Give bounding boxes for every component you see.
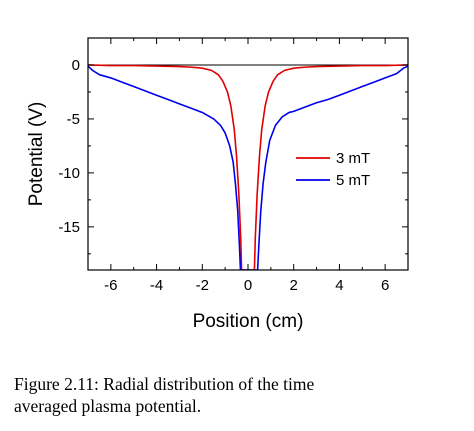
x-tick-label: 6 xyxy=(381,277,389,294)
series-line-0 xyxy=(88,64,408,270)
x-tick-label: -2 xyxy=(196,277,209,294)
x-tick-label: 0 xyxy=(244,277,252,294)
y-tick-label: 0 xyxy=(72,57,80,74)
series-line-1 xyxy=(88,65,408,270)
y-tick-label: -15 xyxy=(58,219,80,236)
x-tick-label: 4 xyxy=(335,277,343,294)
potential-chart: -6 -4 -2 0 2 4 6 0 -5 -10 -15 Position (cm) Poten… xyxy=(26,37,409,332)
x-axis-title: Position (cm) xyxy=(193,311,304,332)
legend: 3 mT 5 mT xyxy=(296,150,370,189)
figure-caption: Figure 2.11: Radial distribution of the … xyxy=(14,374,315,416)
x-tick-label: -6 xyxy=(104,277,117,294)
y-tick-label: -10 xyxy=(58,165,80,182)
x-tick-label: 2 xyxy=(290,277,298,294)
y-axis-title: Potential (V) xyxy=(26,102,47,207)
y-tick-label: -5 xyxy=(67,111,80,128)
x-tick-label: -4 xyxy=(150,277,163,294)
legend-label-1: 5 mT xyxy=(336,172,370,189)
legend-label-0: 3 mT xyxy=(336,150,370,167)
